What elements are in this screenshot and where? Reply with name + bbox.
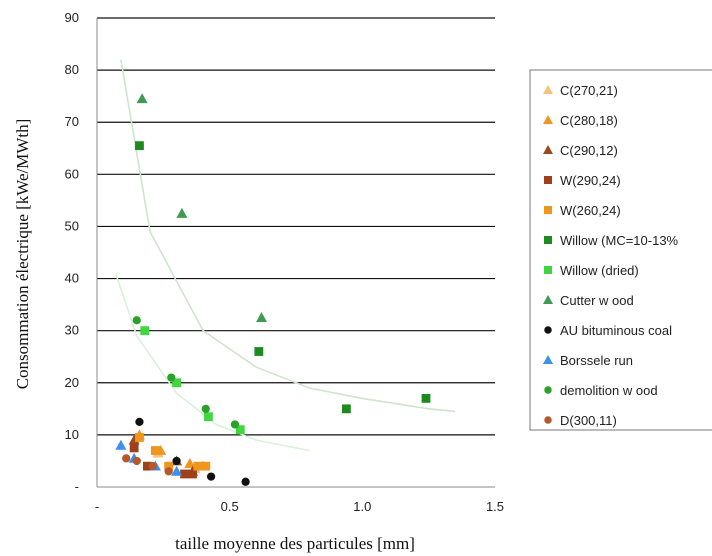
legend-label: Cutter w ood <box>560 293 634 308</box>
data-point <box>254 347 264 356</box>
legend-marker <box>543 115 553 124</box>
data-point <box>135 433 144 442</box>
y-tick-label: 50 <box>65 218 79 233</box>
legend-label: C(280,18) <box>560 113 618 128</box>
legend-marker <box>543 145 553 154</box>
data-point <box>180 469 189 479</box>
legend-label: D(300,11) <box>560 413 617 428</box>
legend-marker <box>543 355 553 364</box>
x-axis-title: taille moyenne des particules [mm] <box>175 534 415 553</box>
data-point <box>172 378 181 388</box>
data-point <box>122 454 131 463</box>
legend-label: W(290,24) <box>560 173 621 188</box>
data-point <box>201 461 211 471</box>
y-axis-title: Consommation électrique [kWe/MWth] <box>13 119 32 390</box>
data-point <box>167 373 176 382</box>
y-tick-label: 20 <box>65 375 79 390</box>
legend-marker <box>544 386 552 394</box>
y-tick-label: 80 <box>65 62 79 77</box>
legend-label: Willow (dried) <box>560 263 639 278</box>
data-point <box>204 412 213 422</box>
data-point <box>143 461 152 471</box>
legend-label: C(270,21) <box>560 83 618 98</box>
x-tick-label: - <box>95 499 99 514</box>
data-point <box>136 93 148 104</box>
legend-label: AU bituminous coal <box>560 323 672 338</box>
legend-marker <box>544 176 552 184</box>
data-point <box>176 207 188 218</box>
data-point <box>132 316 141 325</box>
data-point <box>135 417 144 426</box>
y-tick-label: 30 <box>65 323 79 338</box>
x-tick-labels: - 0.5 1.0 1.5 <box>95 499 504 514</box>
data-point <box>206 472 216 481</box>
data-point <box>342 404 351 414</box>
legend: C(270,21) C(280,18) C(290,12) W(290,24) W(26… <box>529 69 712 431</box>
data-point <box>150 446 160 455</box>
x-tick-label: 0.5 <box>221 499 239 514</box>
data-point <box>132 456 141 466</box>
trendline <box>120 59 456 413</box>
legend-label: W(260,24) <box>560 203 621 218</box>
data-point <box>188 469 197 479</box>
data-point <box>184 458 196 468</box>
trendlines <box>114 59 456 452</box>
data-point <box>421 394 431 403</box>
y-tick-label: 70 <box>65 114 79 129</box>
trendline <box>114 273 310 452</box>
data-point <box>171 465 183 476</box>
legend-marker <box>544 266 552 274</box>
data-point <box>148 462 157 471</box>
legend-box <box>529 69 712 431</box>
y-tick-label: - <box>75 479 79 494</box>
x-tick-label: 1.0 <box>353 499 371 514</box>
legend-label: Willow (MC=10-13% <box>560 233 679 248</box>
data-point <box>193 461 203 471</box>
legend-marker <box>544 236 552 244</box>
y-tick-label: 90 <box>65 10 79 25</box>
legend-marker <box>544 206 552 214</box>
data-points <box>115 93 431 486</box>
data-point <box>172 456 181 466</box>
data-point <box>135 141 144 151</box>
data-point <box>129 443 139 453</box>
y-tick-label: 40 <box>65 271 79 286</box>
data-point <box>235 425 245 435</box>
data-point <box>164 461 174 471</box>
x-tick-label: 1.5 <box>486 499 504 514</box>
data-point <box>256 312 268 323</box>
data-point <box>230 420 240 429</box>
data-point <box>128 434 140 445</box>
data-point <box>140 326 150 336</box>
legend-label: Borssele run <box>560 353 633 368</box>
gridlines <box>97 17 495 436</box>
legend-label: demolition w ood <box>560 383 658 398</box>
legend-marker <box>543 295 553 304</box>
legend-marker <box>544 326 552 334</box>
y-tick-label: 60 <box>65 166 79 181</box>
data-point <box>201 404 210 413</box>
legend-marker <box>544 416 552 424</box>
legend-label: C(290,12) <box>560 143 618 158</box>
y-tick-labels: - 10 20 30 40 50 60 70 80 90 <box>65 10 79 494</box>
data-point <box>164 467 173 476</box>
data-point <box>241 477 250 486</box>
y-tick-label: 10 <box>65 427 79 442</box>
legend-marker <box>543 85 553 94</box>
data-point <box>115 439 127 450</box>
